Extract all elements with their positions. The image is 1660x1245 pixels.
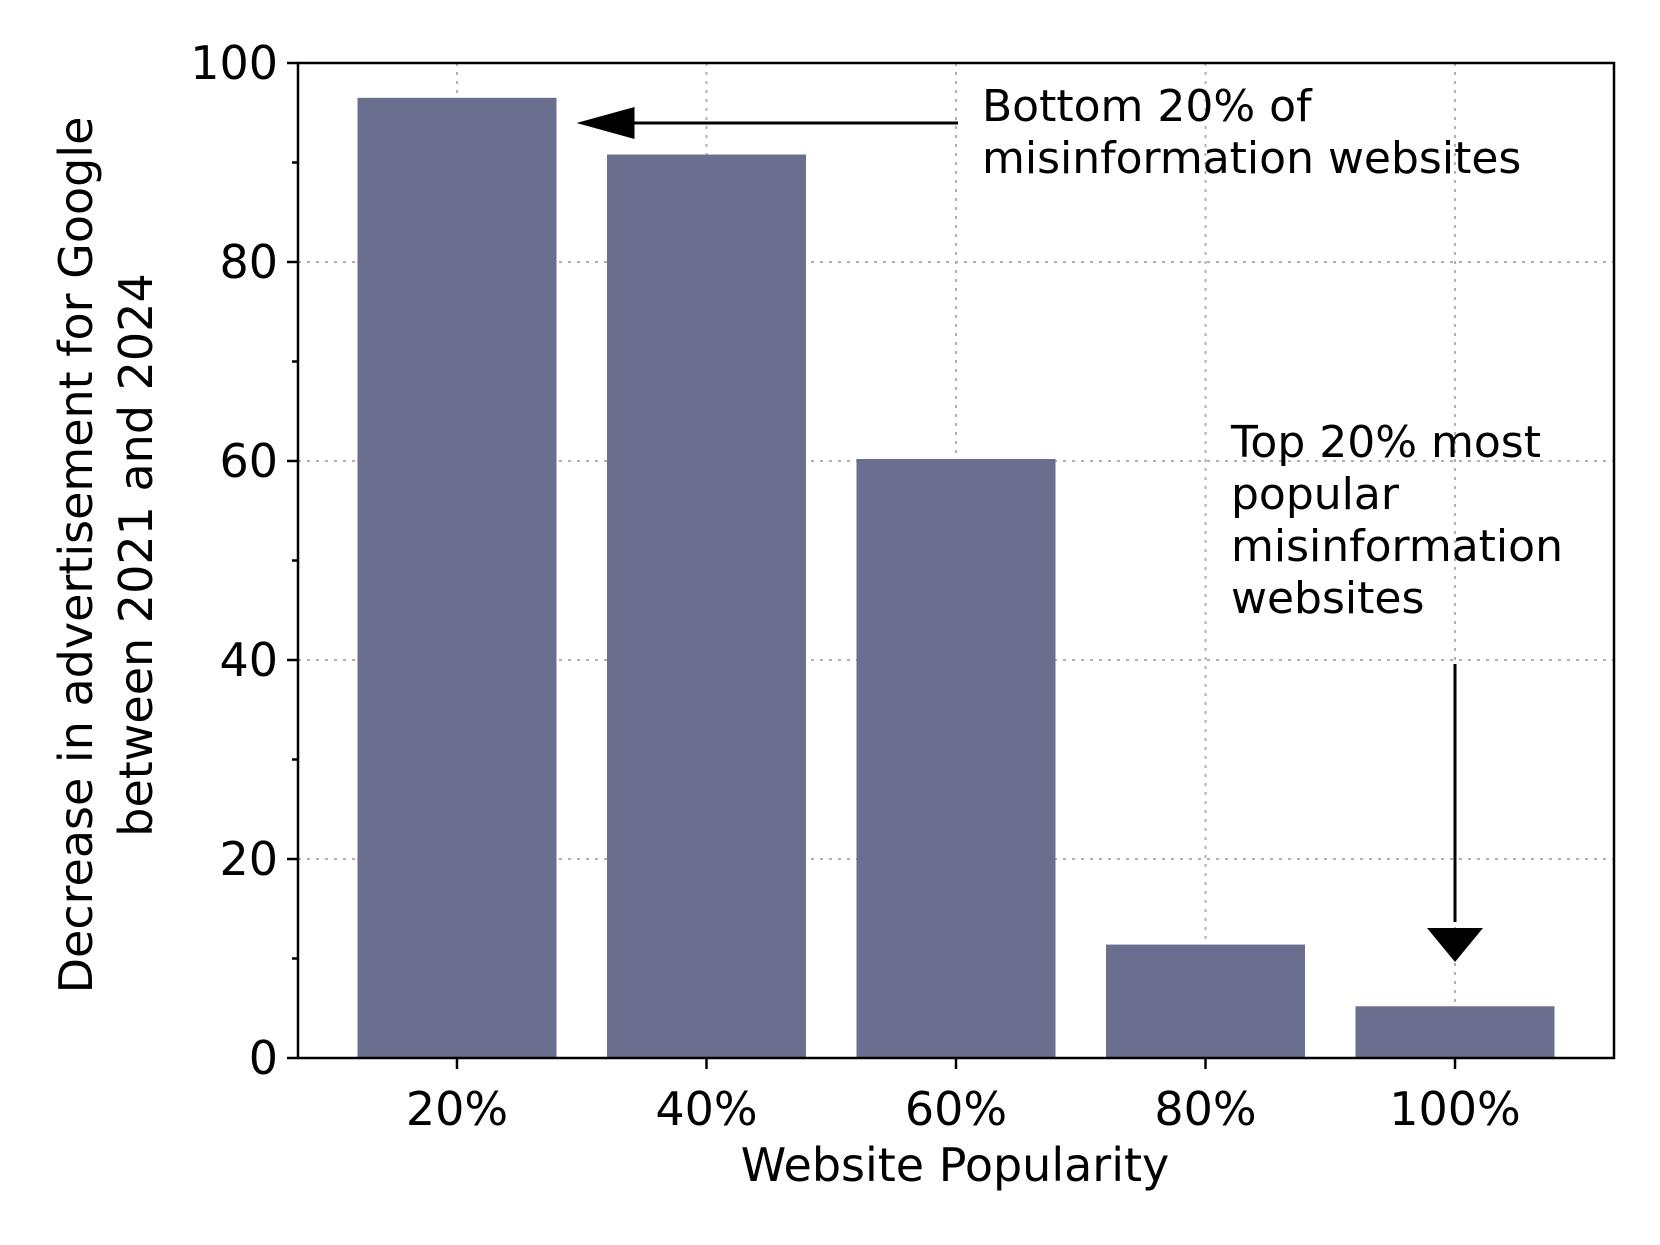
bar-3 — [1106, 945, 1305, 1058]
x-tick-label-2: 60% — [905, 1082, 1007, 1136]
x-tick-label-1: 40% — [655, 1082, 757, 1136]
x-tick-label-3: 80% — [1154, 1082, 1256, 1136]
annotation-bottom-20-line-2: misinformation websites — [982, 133, 1521, 184]
y-tick-label-5: 100 — [190, 36, 278, 90]
x-tick-label-4: 100% — [1389, 1082, 1521, 1136]
annotation-top-20-line-4: websites — [1231, 573, 1424, 624]
y-tick-label-0: 0 — [249, 1031, 278, 1085]
annotation-top-20-line-3: misinformation — [1231, 521, 1563, 572]
y-tick-label-4: 80 — [219, 235, 278, 289]
y-tick-label-2: 40 — [219, 633, 278, 687]
bar-1 — [607, 155, 806, 1058]
bar-2 — [857, 459, 1056, 1058]
y-axis-label-line-1: Decrease in advertisement for Google — [49, 117, 103, 994]
x-axis-label: Website Popularity — [741, 1138, 1170, 1192]
y-axis-label: Decrease in advertisement for Google bet… — [49, 117, 163, 994]
annotation-bottom-20-line-1: Bottom 20% of — [982, 81, 1313, 132]
y-tick-label-3: 60 — [219, 434, 278, 488]
annotation-top-20-arrowhead — [1427, 928, 1483, 962]
x-tick-label-0: 20% — [406, 1082, 508, 1136]
annotation-top-20-line-2: popular — [1231, 469, 1400, 520]
y-tick-label-1: 20 — [219, 832, 278, 886]
bar-4 — [1356, 1006, 1555, 1058]
bar-0 — [358, 98, 557, 1058]
annotation-bottom-20-arrowhead — [577, 107, 635, 139]
annotation-top-20-line-1: Top 20% most — [1230, 417, 1541, 468]
y-axis-label-line-2: between 2021 and 2024 — [109, 273, 163, 836]
annotation-top-20: Top 20% mostpopularmisinformationwebsite… — [1230, 417, 1563, 962]
